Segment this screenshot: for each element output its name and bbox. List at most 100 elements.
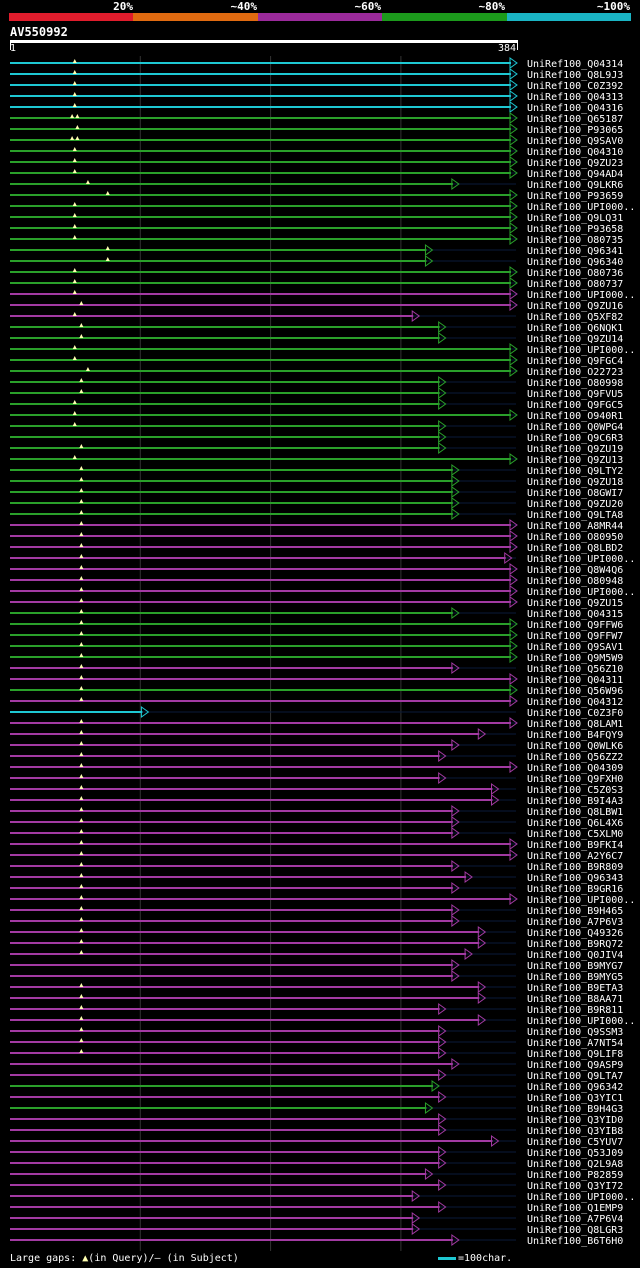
hit-label[interactable]: UniRef100_B9MYG7 (527, 961, 623, 972)
hit-label[interactable]: UniRef100_Q9SAV1 (527, 642, 623, 653)
hit-label[interactable]: UniRef100_C0Z3F0 (527, 708, 623, 719)
hit-label[interactable]: UniRef100_Q8LBW1 (527, 807, 623, 818)
hit-label[interactable]: UniRef100_O80736 (527, 268, 623, 279)
hit-label[interactable]: UniRef100_A2Y6C7 (527, 851, 623, 862)
hit-label[interactable]: UniRef100_Q96341 (527, 246, 623, 257)
hit-label[interactable]: UniRef100_Q9FGC5 (527, 400, 623, 411)
hit-label[interactable]: UniRef100_O80948 (527, 576, 623, 587)
hit-label[interactable]: UniRef100_Q9ZU13 (527, 455, 623, 466)
hit-label[interactable]: UniRef100_Q9LIF8 (527, 1049, 623, 1060)
hit-label[interactable]: UniRef100_B9GR16 (527, 884, 623, 895)
hit-label[interactable]: UniRef100_Q04315 (527, 609, 623, 620)
hit-label[interactable]: UniRef100_Q6NQK1 (527, 323, 623, 334)
hit-label[interactable]: UniRef100_B9FKI4 (527, 840, 623, 851)
hit-label[interactable]: UniRef100_Q3YIB8 (527, 1126, 623, 1137)
hit-label[interactable]: UniRef100_Q8W4Q6 (527, 565, 623, 576)
hit-label[interactable]: UniRef100_Q49326 (527, 928, 623, 939)
hit-label[interactable]: UniRef100_Q9ZU18 (527, 477, 623, 488)
hit-label[interactable]: UniRef100_UPI000.. (527, 1192, 635, 1203)
hit-label[interactable]: UniRef100_Q0WLK6 (527, 741, 623, 752)
hit-label[interactable]: UniRef100_O8GWI7 (527, 488, 623, 499)
hit-label[interactable]: UniRef100_Q9LTA7 (527, 1071, 623, 1082)
hit-label[interactable]: UniRef100_Q9ZU19 (527, 444, 623, 455)
hit-label[interactable]: UniRef100_P93065 (527, 125, 623, 136)
hit-label[interactable]: UniRef100_B9ETA3 (527, 983, 623, 994)
hit-label[interactable]: UniRef100_Q04312 (527, 697, 623, 708)
hit-label[interactable]: UniRef100_O80950 (527, 532, 623, 543)
hit-label[interactable]: UniRef100_Q9LKR6 (527, 180, 623, 191)
hit-label[interactable]: UniRef100_Q9ZU16 (527, 301, 623, 312)
hit-label[interactable]: UniRef100_A8MR44 (527, 521, 623, 532)
hit-label[interactable]: UniRef100_C5YUV7 (527, 1137, 623, 1148)
hit-label[interactable]: UniRef100_P93659 (527, 191, 623, 202)
hit-label[interactable]: UniRef100_UPI000.. (527, 895, 635, 906)
hit-label[interactable]: UniRef100_O80735 (527, 235, 623, 246)
hit-label[interactable]: UniRef100_Q9M5W9 (527, 653, 623, 664)
hit-label[interactable]: UniRef100_Q1EMP9 (527, 1203, 623, 1214)
hit-label[interactable]: UniRef100_B9R811 (527, 1005, 623, 1016)
hit-label[interactable]: UniRef100_Q9LTA8 (527, 510, 623, 521)
hit-label[interactable]: UniRef100_UPI000.. (527, 554, 635, 565)
hit-label[interactable]: UniRef100_O80998 (527, 378, 623, 389)
hit-label[interactable]: UniRef100_Q9SAV0 (527, 136, 623, 147)
hit-label[interactable]: UniRef100_Q8LAM1 (527, 719, 623, 730)
hit-label[interactable]: UniRef100_B6T6H0 (527, 1236, 623, 1247)
hit-label[interactable]: UniRef100_Q9ZU20 (527, 499, 623, 510)
hit-label[interactable]: UniRef100_Q2L9A8 (527, 1159, 623, 1170)
hit-label[interactable]: UniRef100_B9H4G3 (527, 1104, 623, 1115)
hit-label[interactable]: UniRef100_UPI000.. (527, 587, 635, 598)
hit-label[interactable]: UniRef100_P82859 (527, 1170, 623, 1181)
hit-label[interactable]: UniRef100_Q56ZZ2 (527, 752, 623, 763)
hit-label[interactable]: UniRef100_B4FQY9 (527, 730, 623, 741)
hit-label[interactable]: UniRef100_Q04309 (527, 763, 623, 774)
hit-label[interactable]: UniRef100_Q9ASP9 (527, 1060, 623, 1071)
hit-label[interactable]: UniRef100_A7P6V4 (527, 1214, 623, 1225)
hit-label[interactable]: UniRef100_Q9FFW6 (527, 620, 623, 631)
hit-label[interactable]: UniRef100_Q04314 (527, 59, 623, 70)
hit-label[interactable]: UniRef100_Q3YID0 (527, 1115, 623, 1126)
hit-label[interactable]: UniRef100_Q96343 (527, 873, 623, 884)
hit-label[interactable]: UniRef100_B9I4A3 (527, 796, 623, 807)
hit-label[interactable]: UniRef100_B8AA71 (527, 994, 623, 1005)
hit-label[interactable]: UniRef100_Q9FXH0 (527, 774, 623, 785)
hit-label[interactable]: UniRef100_Q04316 (527, 103, 623, 114)
hit-label[interactable]: UniRef100_UPI000.. (527, 290, 635, 301)
hit-label[interactable]: UniRef100_Q56Z10 (527, 664, 623, 675)
hit-label[interactable]: UniRef100_A7P6V3 (527, 917, 623, 928)
hit-label[interactable]: UniRef100_C5XLM0 (527, 829, 623, 840)
hit-label[interactable]: UniRef100_Q04310 (527, 147, 623, 158)
hit-label[interactable]: UniRef100_Q53J09 (527, 1148, 623, 1159)
hit-label[interactable]: UniRef100_Q94AD4 (527, 169, 623, 180)
hit-label[interactable]: UniRef100_Q8L9J3 (527, 70, 623, 81)
hit-label[interactable]: UniRef100_Q65187 (527, 114, 623, 125)
hit-label[interactable]: UniRef100_Q8LGR3 (527, 1225, 623, 1236)
hit-label[interactable]: UniRef100_UPI000.. (527, 1016, 635, 1027)
hit-label[interactable]: UniRef100_Q5XF82 (527, 312, 623, 323)
hit-label[interactable]: UniRef100_C0Z392 (527, 81, 623, 92)
hit-label[interactable]: UniRef100_O940R1 (527, 411, 623, 422)
hit-label[interactable]: UniRef100_Q8LBD2 (527, 543, 623, 554)
hit-label[interactable]: UniRef100_Q3YIC1 (527, 1093, 623, 1104)
hit-label[interactable]: UniRef100_Q9FGC4 (527, 356, 623, 367)
hit-label[interactable]: UniRef100_Q04313 (527, 92, 623, 103)
hit-label[interactable]: UniRef100_A7NT54 (527, 1038, 623, 1049)
hit-label[interactable]: UniRef100_Q56W96 (527, 686, 623, 697)
hit-label[interactable]: UniRef100_O80737 (527, 279, 623, 290)
hit-label[interactable]: UniRef100_C5Z0S3 (527, 785, 623, 796)
hit-label[interactable]: UniRef100_Q9ZU15 (527, 598, 623, 609)
hit-label[interactable]: UniRef100_B9MYG5 (527, 972, 623, 983)
hit-label[interactable]: UniRef100_Q9FVU5 (527, 389, 623, 400)
hit-label[interactable]: UniRef100_B9R809 (527, 862, 623, 873)
hit-label[interactable]: UniRef100_Q9C6R3 (527, 433, 623, 444)
hit-label[interactable]: UniRef100_Q04311 (527, 675, 623, 686)
hit-label[interactable]: UniRef100_Q96340 (527, 257, 623, 268)
hit-label[interactable]: UniRef100_Q96342 (527, 1082, 623, 1093)
hit-label[interactable]: UniRef100_Q0WPG4 (527, 422, 623, 433)
hit-label[interactable]: UniRef100_Q3YI72 (527, 1181, 623, 1192)
hit-label[interactable]: UniRef100_Q0JIV4 (527, 950, 623, 961)
hit-label[interactable]: UniRef100_Q9LTY2 (527, 466, 623, 477)
hit-label[interactable]: UniRef100_Q9ZU14 (527, 334, 623, 345)
hit-label[interactable]: UniRef100_B9RQ72 (527, 939, 623, 950)
hit-label[interactable]: UniRef100_Q6L4X6 (527, 818, 623, 829)
hit-label[interactable]: UniRef100_P93658 (527, 224, 623, 235)
